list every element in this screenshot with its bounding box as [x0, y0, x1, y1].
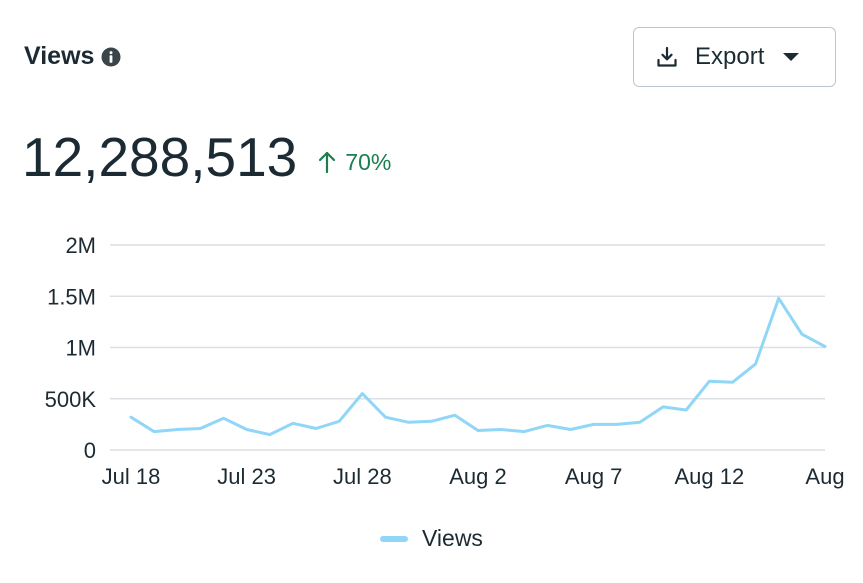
export-button-label: Export	[695, 43, 765, 70]
y-tick-label: 0	[84, 438, 96, 463]
data-point[interactable]	[799, 331, 805, 337]
data-point[interactable]	[544, 422, 550, 428]
y-tick-label: 1M	[65, 336, 96, 361]
data-point[interactable]	[753, 361, 759, 367]
data-point[interactable]	[452, 412, 458, 418]
data-point[interactable]	[313, 425, 319, 431]
export-button[interactable]: Export	[633, 27, 836, 87]
data-point[interactable]	[521, 429, 527, 435]
data-point[interactable]	[475, 428, 481, 434]
data-point[interactable]	[660, 404, 666, 410]
data-point[interactable]	[290, 420, 296, 426]
y-tick-label: 500K	[45, 387, 97, 412]
data-point[interactable]	[359, 391, 365, 397]
y-tick-label: 2M	[65, 233, 96, 258]
download-icon	[657, 46, 677, 67]
metric-value: 12,288,513	[22, 126, 298, 188]
x-tick-label: Jul 18	[102, 464, 161, 489]
data-point[interactable]	[221, 415, 227, 421]
data-point[interactable]	[244, 427, 250, 433]
data-point[interactable]	[776, 295, 782, 301]
x-tick-label: Jul 28	[333, 464, 392, 489]
chart-title: Views	[24, 42, 95, 70]
data-point[interactable]	[197, 425, 203, 431]
data-point[interactable]	[382, 414, 388, 420]
data-point[interactable]	[683, 407, 689, 413]
series-line-views[interactable]	[129, 296, 827, 437]
data-point[interactable]	[267, 432, 273, 438]
data-point[interactable]	[429, 418, 435, 424]
data-point[interactable]	[614, 421, 620, 427]
data-point[interactable]	[591, 421, 597, 427]
legend-swatch	[380, 535, 408, 542]
caret-down-icon	[783, 53, 800, 61]
data-point[interactable]	[637, 419, 643, 425]
line-chart: 0 500K 1M 1.5M 2M Jul 18 Jul 23 Jul 28 Aug 2 Aug …	[45, 233, 845, 489]
metric-summary: 12,288,513 70%	[22, 124, 391, 190]
data-point[interactable]	[151, 429, 157, 435]
data-point[interactable]	[498, 427, 504, 433]
x-tick-label: Aug 2	[449, 464, 507, 489]
x-tick-label: Aug	[805, 464, 844, 489]
arrow-up-icon	[319, 151, 336, 174]
data-point[interactable]	[174, 427, 180, 433]
data-point[interactable]	[568, 427, 574, 433]
chart-legend: Views	[380, 525, 483, 552]
legend-label: Views	[422, 525, 483, 551]
data-point[interactable]	[706, 378, 712, 384]
data-point[interactable]	[729, 379, 735, 385]
data-point[interactable]	[822, 343, 828, 349]
x-tick-label: Aug 12	[674, 464, 744, 489]
info-icon[interactable]	[101, 47, 121, 67]
metric-delta-percent: 70%	[345, 148, 392, 175]
x-tick-label: Jul 23	[217, 464, 276, 489]
chart-header: Views	[24, 42, 121, 71]
metric-delta: 70%	[317, 149, 391, 176]
x-tick-label: Aug 7	[565, 464, 623, 489]
y-tick-label: 1.5M	[47, 284, 96, 309]
data-point[interactable]	[406, 419, 412, 425]
data-point[interactable]	[128, 414, 134, 420]
data-point[interactable]	[336, 418, 342, 424]
